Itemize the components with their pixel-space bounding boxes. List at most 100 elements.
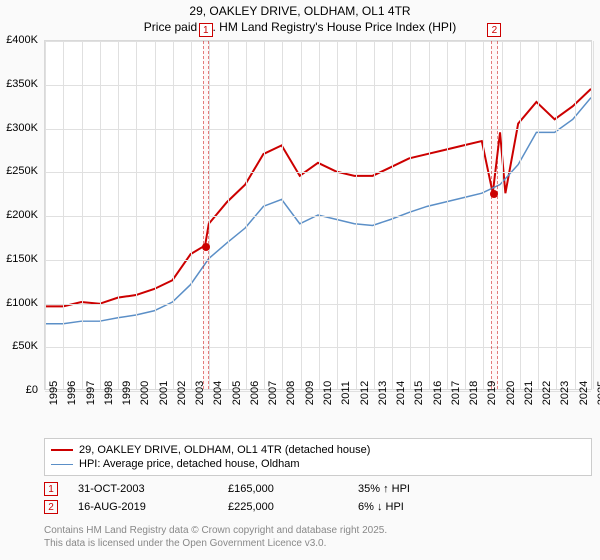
x-tick-label: 1995 [48,381,60,405]
transaction-diff: 6% ↓ HPI [358,501,478,513]
x-tick-label: 2000 [139,381,151,405]
x-tick-label: 1998 [103,381,115,405]
y-tick-label: £50K [12,340,38,352]
gridline-v [337,41,338,389]
gridline-v [593,41,594,389]
gridline-v [429,41,430,389]
gridline-v [502,41,503,389]
x-tick-label: 2004 [212,381,224,405]
x-tick-label: 2014 [395,381,407,405]
legend-item: 29, OAKLEY DRIVE, OLDHAM, OL1 4TR (detac… [51,443,585,457]
gridline-v [63,41,64,389]
chart-svg [45,41,591,389]
gridline-v [556,41,557,389]
series-line [45,98,591,324]
y-tick-label: £350K [6,78,38,90]
gridline-v [264,41,265,389]
x-tick-label: 2025 [596,381,600,405]
chart-container: 29, OAKLEY DRIVE, OLDHAM, OL1 4TR Price … [0,0,600,560]
gridline-v [483,41,484,389]
attribution-line1: Contains HM Land Registry data © Crown c… [44,524,592,537]
marker-label: 2 [487,23,501,37]
x-tick-label: 2015 [413,381,425,405]
x-tick-label: 2009 [304,381,316,405]
gridline-v [45,41,46,389]
marker-band [203,41,209,389]
gridline-v [155,41,156,389]
gridline-v [118,41,119,389]
x-tick-label: 1999 [121,381,133,405]
legend-item: HPI: Average price, detached house, Oldh… [51,457,585,471]
x-tick-label: 2002 [176,381,188,405]
y-tick-label: £150K [6,253,38,265]
gridline-v [319,41,320,389]
x-tick-label: 2019 [486,381,498,405]
transaction-row: 131-OCT-2003£165,00035% ↑ HPI [44,480,592,498]
title-subtitle: Price paid vs. HM Land Registry's House … [0,20,600,36]
x-axis: 1995199619971998199920002001200220032004… [44,391,592,441]
gridline-h [45,304,591,305]
transaction-price: £165,000 [228,483,358,495]
gridline-v [410,41,411,389]
x-tick-label: 2005 [231,381,243,405]
x-tick-label: 2016 [432,381,444,405]
y-tick-label: £200K [6,209,38,221]
transaction-row: 216-AUG-2019£225,0006% ↓ HPI [44,498,592,516]
x-tick-label: 2018 [468,381,480,405]
x-tick-label: 2012 [359,381,371,405]
gridline-v [356,41,357,389]
legend: 29, OAKLEY DRIVE, OLDHAM, OL1 4TR (detac… [44,438,592,476]
legend-swatch [51,449,73,451]
title-address: 29, OAKLEY DRIVE, OLDHAM, OL1 4TR [0,4,600,20]
y-tick-label: £100K [6,297,38,309]
gridline-h [45,85,591,86]
transaction-id-box: 1 [44,482,58,496]
x-tick-label: 2017 [450,381,462,405]
transaction-id-box: 2 [44,500,58,514]
gridline-h [45,41,591,42]
transaction-date: 16-AUG-2019 [78,501,228,513]
gridline-v [246,41,247,389]
plot-area: 12 [44,40,592,390]
title-block: 29, OAKLEY DRIVE, OLDHAM, OL1 4TR Price … [0,0,600,35]
legend-swatch [51,464,73,465]
gridline-v [374,41,375,389]
x-tick-label: 2020 [505,381,517,405]
gridline-h [45,172,591,173]
legend-label: HPI: Average price, detached house, Oldh… [79,458,300,470]
marker-dot [202,243,210,251]
legend-label: 29, OAKLEY DRIVE, OLDHAM, OL1 4TR (detac… [79,444,370,456]
x-tick-label: 2003 [194,381,206,405]
y-axis: £0£50K£100K£150K£200K£250K£300K£350K£400… [0,40,42,390]
x-tick-label: 2022 [541,381,553,405]
x-tick-label: 2006 [249,381,261,405]
gridline-v [520,41,521,389]
marker-band [491,41,497,389]
gridline-v [301,41,302,389]
gridline-v [100,41,101,389]
x-tick-label: 2013 [377,381,389,405]
gridline-v [191,41,192,389]
x-tick-label: 2008 [285,381,297,405]
transaction-table: 131-OCT-2003£165,00035% ↑ HPI216-AUG-201… [44,480,592,516]
x-tick-label: 2023 [559,381,571,405]
gridline-v [136,41,137,389]
y-tick-label: £300K [6,122,38,134]
gridline-v [282,41,283,389]
x-tick-label: 2021 [523,381,535,405]
x-tick-label: 1996 [66,381,78,405]
gridline-v [447,41,448,389]
y-tick-label: £0 [26,384,38,396]
gridline-v [465,41,466,389]
x-tick-label: 2007 [267,381,279,405]
attribution-line2: This data is licensed under the Open Gov… [44,537,592,550]
gridline-h [45,347,591,348]
gridline-v [173,41,174,389]
gridline-v [209,41,210,389]
x-tick-label: 2011 [340,381,352,405]
transaction-date: 31-OCT-2003 [78,483,228,495]
gridline-v [538,41,539,389]
attribution: Contains HM Land Registry data © Crown c… [44,524,592,550]
gridline-v [82,41,83,389]
series-line [45,89,591,307]
